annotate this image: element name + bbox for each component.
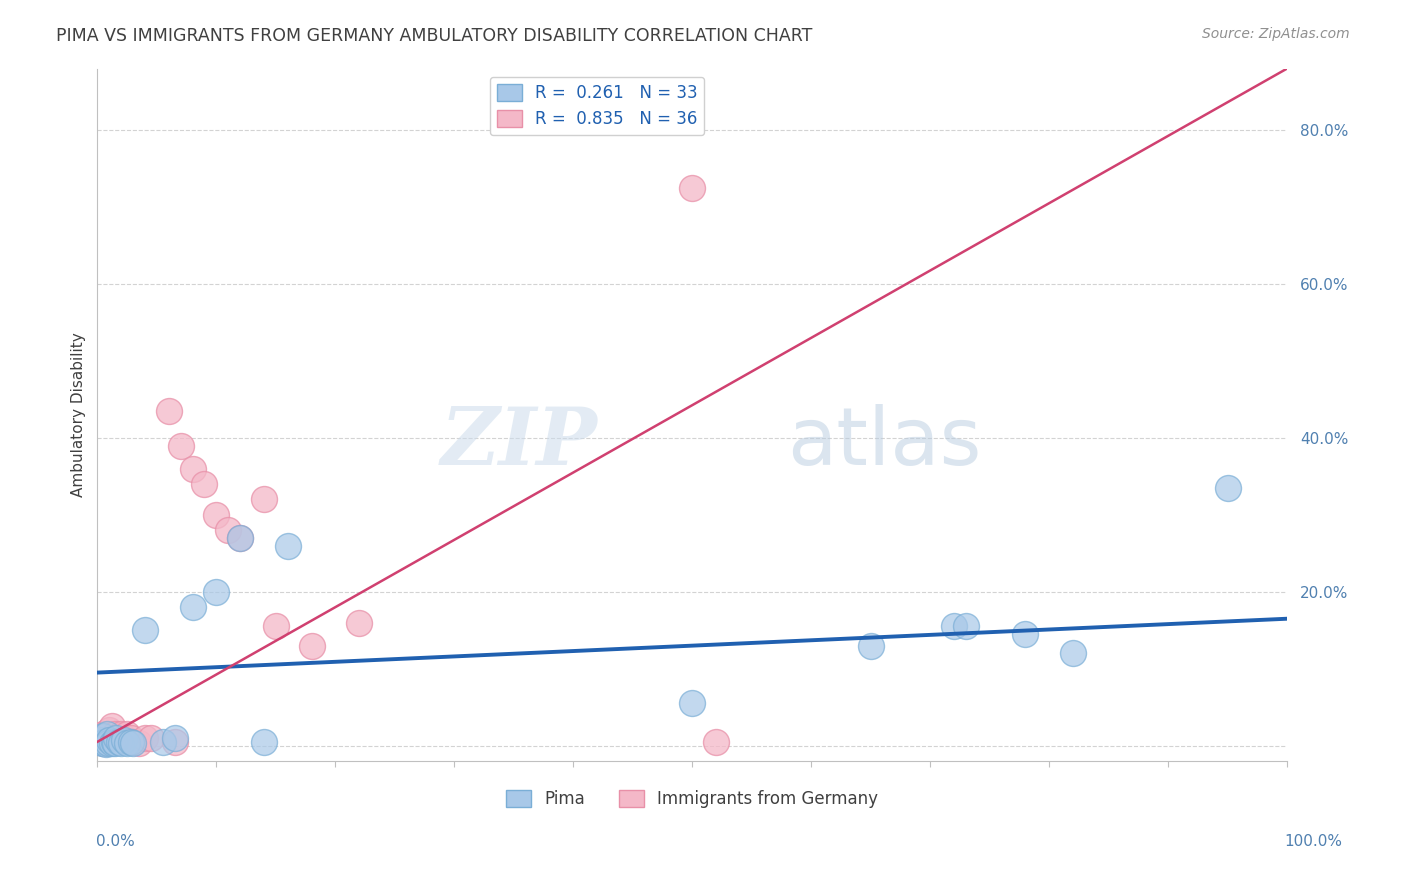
Point [1014,627,1036,641]
Point [163,735,186,749]
Point [181,600,204,615]
Point [96,735,118,749]
Point [229,531,252,545]
Point [105,735,128,749]
Point [105,731,128,745]
Text: atlas: atlas [787,403,981,482]
Point [89,735,111,749]
Point [98,723,121,738]
Point [229,531,252,545]
Point [217,523,239,537]
Point [181,461,204,475]
Point [347,615,370,630]
Point [110,736,132,750]
Point [103,731,125,745]
Point [128,736,150,750]
Point [107,735,129,749]
Point [253,735,276,749]
Point [1062,646,1084,660]
Point [91,730,114,744]
Point [103,735,125,749]
Point [100,736,122,750]
Point [139,731,162,745]
Point [681,181,703,195]
Text: PIMA VS IMMIGRANTS FROM GERMANY AMBULATORY DISABILITY CORRELATION CHART: PIMA VS IMMIGRANTS FROM GERMANY AMBULATO… [56,27,813,45]
Point [97,736,120,750]
Point [704,735,727,749]
Point [134,624,156,638]
Point [169,439,191,453]
Point [193,477,215,491]
Point [93,736,115,750]
Point [90,732,112,747]
Point [98,732,121,747]
Point [205,584,228,599]
Point [96,727,118,741]
Point [1216,481,1239,495]
Point [91,727,114,741]
Point [122,735,145,749]
Point [859,639,882,653]
Point [91,736,114,750]
Point [107,730,129,744]
Point [122,736,145,750]
Point [163,731,186,745]
Point [205,508,228,522]
Point [955,619,977,633]
Point [91,732,114,747]
Point [94,737,117,751]
Point [104,736,127,750]
Point [943,619,966,633]
Point [157,404,180,418]
Point [115,736,138,750]
Point [120,731,142,745]
Text: 0.0%: 0.0% [96,834,135,849]
Point [253,492,276,507]
Point [93,735,115,749]
Point [120,735,142,749]
Point [152,735,174,749]
Point [97,731,120,745]
Point [134,731,156,745]
Point [681,697,703,711]
Point [90,731,112,745]
Point [301,639,323,653]
Point [112,732,135,747]
Point [264,619,287,633]
Text: 100.0%: 100.0% [1285,834,1343,849]
Point [112,732,135,747]
Y-axis label: Ambulatory Disability: Ambulatory Disability [72,333,86,497]
Point [277,539,299,553]
Point [89,735,111,749]
Point [100,719,122,733]
Text: ZIP: ZIP [440,404,598,482]
Point [94,730,117,744]
Point [110,727,132,741]
Point [104,727,127,741]
Text: Source: ZipAtlas.com: Source: ZipAtlas.com [1202,27,1350,41]
Point [115,727,138,741]
Legend: Pima, Immigrants from Germany: Pima, Immigrants from Germany [499,783,884,815]
